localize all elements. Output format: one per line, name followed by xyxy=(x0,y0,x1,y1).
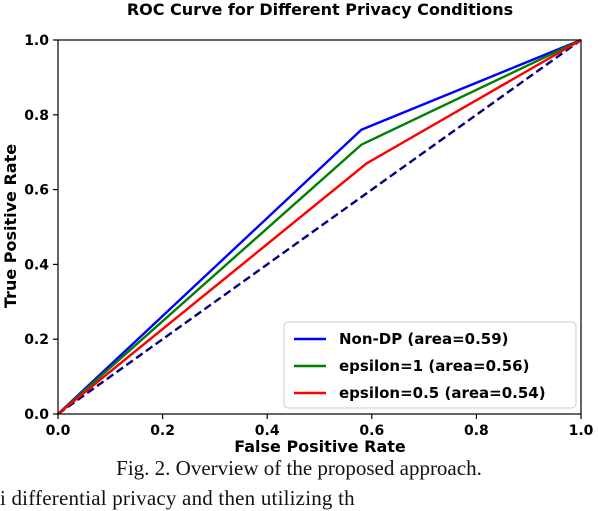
reference-line-layer xyxy=(57,39,582,415)
axes-frame xyxy=(57,39,582,415)
y-tick-label: 0.4 xyxy=(24,257,49,273)
x-tick-label: 0.0 xyxy=(46,423,71,439)
y-tick-label: 0.2 xyxy=(24,332,49,348)
figure-caption: Fig. 2. Overview of the proposed approac… xyxy=(116,456,482,480)
series-line-2 xyxy=(57,38,582,415)
x-tick-label: 1.0 xyxy=(569,423,594,439)
x-tick-label: 0.4 xyxy=(255,423,280,439)
y-tick-label: 0.0 xyxy=(24,407,49,423)
x-tick-label: 0.6 xyxy=(359,423,384,439)
series-line-3 xyxy=(57,38,582,415)
x-tick-label: 0.2 xyxy=(150,423,175,439)
series-line-1 xyxy=(57,38,582,415)
axes-layer: 0.0 0.2 0.4 0.6 0.8 1.0 0.0 0.2 0.4 0.6 0.8 1.0 xyxy=(24,33,593,439)
legend-box xyxy=(283,321,577,409)
series-layer xyxy=(57,38,582,415)
y-tick-label: 0.8 xyxy=(24,108,49,124)
legend-label-1: Non-DP (area=0.59) xyxy=(339,330,509,348)
legend-label-2: epsilon=1 (area=0.56) xyxy=(339,357,529,375)
x-tick-label: 0.8 xyxy=(464,423,489,439)
legend: Non-DP (area=0.59) epsilon=1 (area=0.56) e… xyxy=(283,321,577,409)
y-tick-label: 0.6 xyxy=(24,183,49,199)
reference-diagonal-line xyxy=(57,39,582,415)
y-tick-label: 1.0 xyxy=(24,33,49,49)
body-text-fragment: i differential privacy and then utilizin… xyxy=(0,486,355,510)
y-axis-label: True Positive Rate xyxy=(1,144,20,308)
legend-label-3: epsilon=0.5 (area=0.54) xyxy=(339,384,546,402)
x-axis-label: False Positive Rate xyxy=(234,437,406,456)
roc-chart: ROC Curve for Different Privacy Conditio… xyxy=(1,0,594,456)
chart-title: ROC Curve for Different Privacy Conditio… xyxy=(127,0,513,19)
